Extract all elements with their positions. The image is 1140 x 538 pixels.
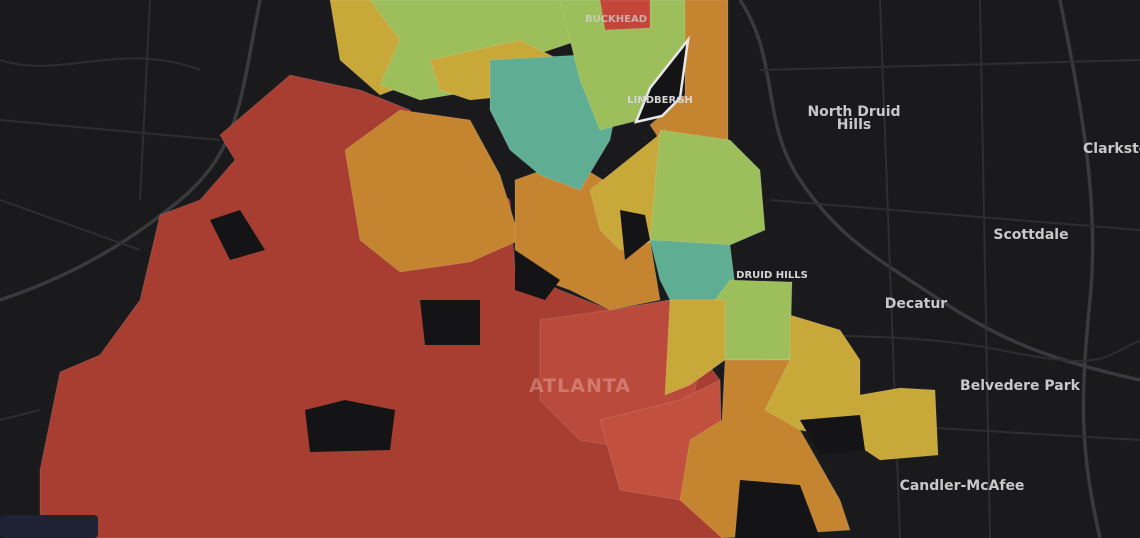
- labels: BUCKHEAD LINDBERGH North Druid Hills Cla…: [529, 14, 1140, 494]
- place-label: Candler-McAfee: [900, 478, 1025, 494]
- place-label: ATLANTA: [529, 375, 631, 397]
- place-label: BUCKHEAD: [585, 14, 647, 25]
- region: [714, 279, 793, 361]
- gap: [735, 480, 820, 538]
- gap: [800, 415, 865, 455]
- region: [664, 299, 726, 396]
- gap: [620, 210, 650, 260]
- gap: [305, 400, 395, 452]
- panel: [0, 515, 98, 538]
- place-label: Scottdale: [993, 227, 1068, 243]
- region: [344, 109, 521, 273]
- region: [679, 359, 851, 538]
- selected-region[interactable]: [633, 35, 690, 124]
- gap: [515, 250, 560, 300]
- place-label: North Druid: [807, 104, 900, 120]
- place-label: DRUID HILLS: [736, 270, 808, 281]
- place-label: Hills: [837, 117, 871, 133]
- region: [599, 0, 651, 31]
- place-label: Clarkston: [1083, 141, 1140, 157]
- place-label: Belvedere Park: [960, 378, 1081, 394]
- place-label: LINDBERGH: [627, 95, 693, 106]
- place-label: Decatur: [885, 296, 948, 312]
- gap: [210, 210, 265, 260]
- region: [649, 129, 766, 246]
- gap: [420, 300, 480, 345]
- choropleth: [0, 0, 939, 538]
